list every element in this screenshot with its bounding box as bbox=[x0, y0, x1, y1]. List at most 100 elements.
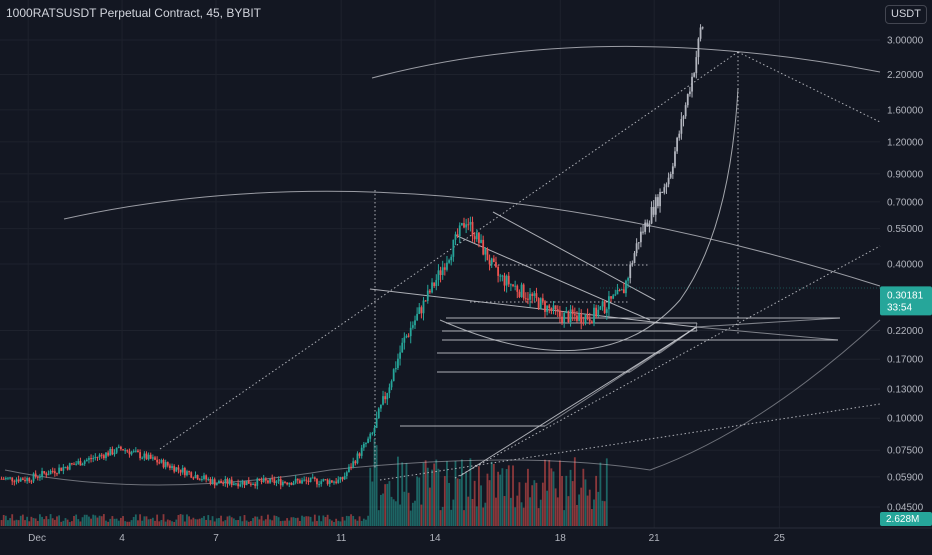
volume-bar bbox=[529, 497, 531, 526]
volume-bar bbox=[28, 521, 31, 526]
wedge-ray bbox=[369, 288, 697, 328]
candle-body bbox=[345, 472, 348, 477]
volume-bar bbox=[358, 516, 361, 526]
volume-bar bbox=[386, 483, 389, 526]
volume-bar bbox=[164, 521, 167, 526]
volume-bar bbox=[497, 471, 500, 526]
candle-body bbox=[548, 305, 551, 309]
volume-bar bbox=[66, 519, 69, 526]
candle-body bbox=[124, 450, 127, 452]
candle-body bbox=[166, 462, 169, 466]
candle-body bbox=[533, 293, 536, 296]
fan-line bbox=[695, 322, 698, 328]
volume-bar bbox=[450, 509, 453, 526]
volume-bar bbox=[49, 514, 52, 526]
volume-bar bbox=[220, 515, 222, 526]
volume-bar bbox=[267, 514, 269, 526]
arc-top bbox=[371, 45, 881, 79]
volume-bar bbox=[469, 458, 472, 526]
candle-body bbox=[578, 313, 580, 321]
candle-body bbox=[2, 478, 5, 480]
volume-bar bbox=[205, 519, 208, 526]
volume-bar bbox=[599, 462, 602, 526]
currency-button[interactable]: USDT bbox=[885, 5, 927, 24]
candle-body bbox=[15, 479, 18, 482]
volume-bar bbox=[0, 520, 3, 526]
candle-body bbox=[379, 404, 382, 409]
candle-body bbox=[497, 266, 500, 276]
y-tick-label: 0.90000 bbox=[887, 169, 924, 180]
candle-body bbox=[32, 473, 35, 482]
candle-body bbox=[130, 451, 133, 455]
volume-bar bbox=[392, 499, 395, 526]
candle-body bbox=[469, 221, 472, 225]
candle-body bbox=[169, 465, 171, 469]
candle-body bbox=[213, 479, 216, 486]
volume-bar bbox=[75, 514, 78, 526]
candle-body bbox=[529, 293, 531, 300]
candle-body bbox=[211, 479, 214, 484]
candle-body bbox=[644, 222, 647, 232]
candle-body bbox=[454, 234, 457, 240]
candle-body bbox=[371, 432, 374, 434]
candle-body bbox=[58, 467, 61, 474]
volume-bars bbox=[0, 439, 608, 526]
candle-body bbox=[450, 256, 453, 261]
candle-body bbox=[271, 478, 274, 480]
x-tick-label: 11 bbox=[336, 533, 347, 544]
volume-bar bbox=[79, 521, 82, 526]
volume-bar bbox=[360, 520, 363, 526]
candle-body bbox=[264, 478, 267, 481]
volume-bar bbox=[196, 519, 199, 526]
candle-body bbox=[73, 463, 75, 465]
volume-bar bbox=[379, 494, 382, 526]
volume-bar bbox=[571, 481, 574, 526]
volume-bar bbox=[311, 521, 314, 526]
candle-body bbox=[258, 478, 261, 481]
candle-body bbox=[96, 456, 99, 458]
volume-bar bbox=[290, 517, 293, 526]
volume-bar bbox=[407, 492, 410, 526]
candle-body bbox=[158, 462, 161, 464]
volume-bar bbox=[249, 521, 252, 526]
arc-mid bbox=[63, 190, 881, 287]
candle-body bbox=[41, 471, 43, 477]
volume-bar bbox=[429, 487, 431, 526]
volume-bar bbox=[416, 476, 419, 526]
volume-bar bbox=[230, 517, 233, 526]
candle-body bbox=[305, 479, 308, 481]
volume-bar bbox=[480, 485, 482, 526]
candle-body bbox=[625, 280, 627, 294]
candle-body bbox=[296, 478, 299, 481]
volume-bar bbox=[401, 462, 404, 526]
volume-bar bbox=[258, 519, 261, 526]
candle-body bbox=[535, 293, 538, 299]
volume-bar bbox=[122, 516, 124, 526]
candle-body bbox=[446, 262, 448, 270]
volume-bar bbox=[588, 489, 591, 526]
candle-body bbox=[439, 270, 442, 275]
candle-body bbox=[429, 290, 431, 293]
candle-body bbox=[590, 321, 593, 324]
candle-body bbox=[232, 483, 235, 486]
candle-body bbox=[701, 27, 704, 29]
candle-body bbox=[426, 290, 429, 301]
last-price-tag bbox=[880, 286, 932, 316]
volume-bar bbox=[403, 491, 406, 526]
volume-bar bbox=[88, 516, 90, 526]
candle-body bbox=[45, 473, 48, 476]
volume-tag bbox=[880, 512, 932, 526]
volume-bar bbox=[535, 482, 538, 526]
y-tick-label: 0.55000 bbox=[887, 224, 924, 235]
volume-bar bbox=[62, 520, 65, 526]
candle-body bbox=[448, 260, 450, 263]
candle-body bbox=[561, 316, 563, 323]
volume-bar bbox=[443, 476, 446, 526]
candle-body bbox=[512, 284, 514, 286]
volume-bar bbox=[39, 514, 41, 526]
candle-body bbox=[51, 470, 54, 472]
candle-body bbox=[181, 467, 184, 473]
